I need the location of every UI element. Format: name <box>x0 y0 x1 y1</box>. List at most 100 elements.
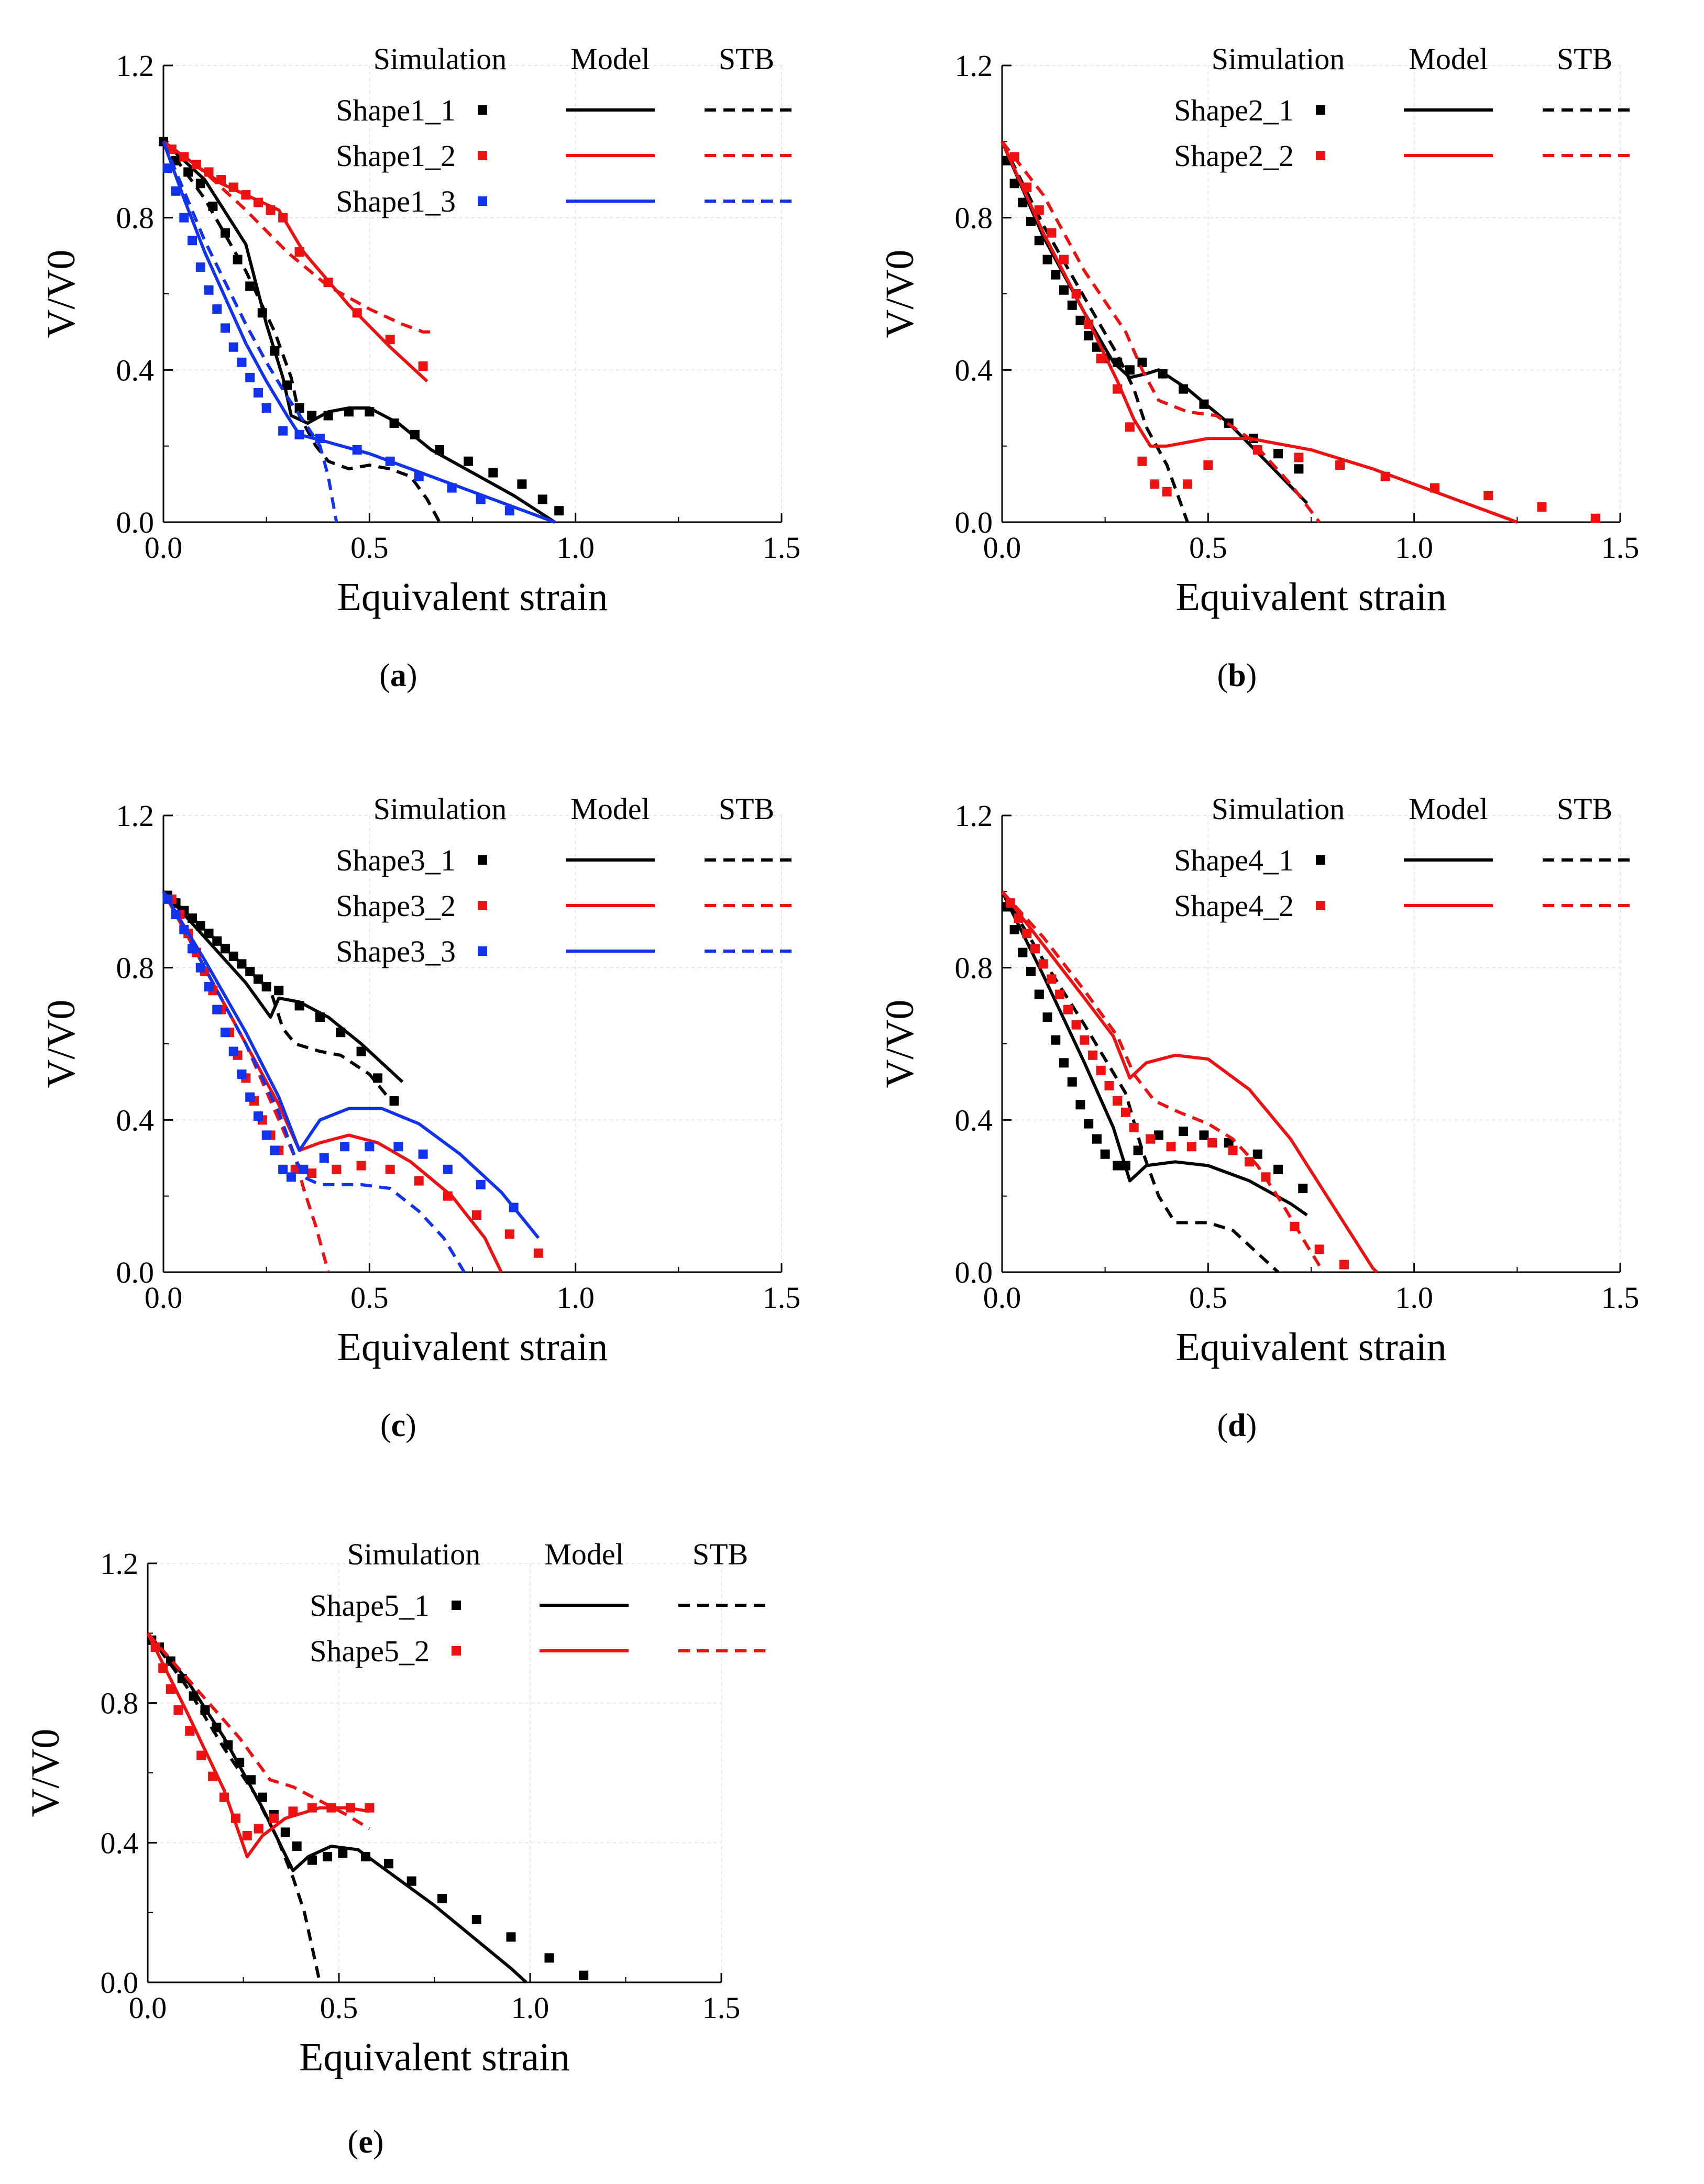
legend-series-label: Shape4_1 <box>1174 843 1294 877</box>
simulation-point-Shape4_2 <box>1207 1138 1217 1148</box>
simulation-point-Shape5_2 <box>242 1831 252 1840</box>
y-tick-label: 0.0 <box>116 505 155 539</box>
panel-label-letter: c <box>391 1408 406 1443</box>
y-axis-title: V/V0 <box>878 1000 922 1088</box>
simulation-point-Shape4_2 <box>1121 1107 1130 1117</box>
simulation-point-Shape3_3 <box>253 1111 263 1121</box>
legend-header: STB <box>1557 42 1612 76</box>
simulation-point-Shape5_1 <box>200 1705 210 1715</box>
y-axis-title: V/V0 <box>24 1729 68 1817</box>
simulation-point-Shape4_2 <box>1047 974 1057 984</box>
simulation-point-Shape2_1 <box>1067 300 1077 310</box>
x-tick-label: 1.0 <box>556 1281 595 1315</box>
simulation-point-Shape3_1 <box>373 1073 383 1083</box>
simulation-point-Shape3_3 <box>509 1203 519 1212</box>
simulation-point-Shape3_1 <box>356 1046 366 1056</box>
simulation-point-Shape2_2 <box>1096 354 1106 363</box>
simulation-point-Shape5_2 <box>158 1663 168 1673</box>
simulation-point-Shape2_2 <box>1430 483 1439 493</box>
simulation-point-Shape4_2 <box>1096 1065 1106 1075</box>
x-tick-label: 1.0 <box>556 531 595 565</box>
chart-panel-e: 0.0 0.5 1.0 1.5 0.0 0.4 0.8 1.2 Equivalent strai… <box>24 1537 767 2160</box>
y-tick-label: 0.4 <box>116 1103 155 1137</box>
simulation-point-Shape5_2 <box>166 1684 175 1694</box>
panel-label-letter: a <box>390 658 406 693</box>
simulation-point-Shape3_1 <box>261 982 271 991</box>
simulation-point-Shape1_3 <box>204 285 214 295</box>
simulation-point-Shape3_2 <box>443 1191 453 1201</box>
simulation-point-Shape5_1 <box>235 1758 245 1767</box>
simulation-point-Shape4_2 <box>1166 1142 1176 1152</box>
simulation-point-Shape3_3 <box>228 1046 238 1056</box>
y-tick-label: 0.0 <box>955 1255 993 1289</box>
simulation-point-Shape3_1 <box>188 913 197 923</box>
simulation-point-Shape1_1 <box>233 255 243 264</box>
simulation-point-Shape3_1 <box>195 921 205 931</box>
simulation-point-Shape3_1 <box>212 936 222 946</box>
y-tick-label: 0.0 <box>116 1255 155 1289</box>
simulation-point-Shape1_2 <box>294 247 304 257</box>
x-tick-label: 0.5 <box>1189 1281 1227 1315</box>
model-line-Shape3_3 <box>162 890 540 1239</box>
simulation-point-Shape1_3 <box>385 456 395 466</box>
simulation-point-Shape1_1 <box>183 167 193 177</box>
simulation-point-Shape2_2 <box>1071 289 1081 299</box>
simulation-point-Shape5_1 <box>506 1932 516 1942</box>
x-tick-label: 0.5 <box>350 531 389 565</box>
legend-simulation-marker <box>478 196 487 206</box>
simulation-point-Shape2_1 <box>1026 216 1036 226</box>
simulation-point-Shape1_2 <box>241 190 251 200</box>
simulation-point-Shape5_2 <box>219 1792 229 1802</box>
simulation-point-Shape3_2 <box>414 1176 424 1186</box>
legend-header: Simulation <box>347 1537 481 1571</box>
legend-header: Model <box>544 1537 623 1571</box>
x-tick-label: 0.5 <box>320 1991 358 2025</box>
simulation-point-Shape1_1 <box>488 468 498 478</box>
simulation-point-Shape4_1 <box>1018 947 1028 957</box>
simulation-point-Shape4_1 <box>1273 1164 1283 1174</box>
legend-series-label: Shape2_2 <box>1174 139 1294 173</box>
simulation-point-Shape3_2 <box>471 1210 481 1220</box>
simulation-point-Shape3_1 <box>389 1096 399 1106</box>
simulation-point-Shape3_1 <box>237 959 247 969</box>
simulation-point-Shape3_1 <box>253 974 263 984</box>
y-tick-label: 0.4 <box>116 353 155 387</box>
simulation-point-Shape5_1 <box>544 1953 554 1963</box>
simulation-point-Shape5_1 <box>361 1852 371 1861</box>
simulation-point-Shape2_1 <box>1034 236 1044 246</box>
simulation-point-Shape1_3 <box>171 186 181 196</box>
legend-series-label: Shape1_3 <box>336 184 456 218</box>
panel-label: (b) <box>1217 658 1257 693</box>
simulation-point-Shape3_2 <box>385 1164 395 1174</box>
simulation-point-Shape1_3 <box>188 236 197 246</box>
x-axis-title: Equivalent strain <box>299 2035 570 2079</box>
simulation-point-Shape3_2 <box>504 1229 514 1239</box>
simulation-point-Shape5_2 <box>326 1803 336 1813</box>
simulation-point-Shape4_1 <box>1153 1130 1163 1140</box>
simulation-point-Shape1_2 <box>167 144 177 154</box>
chart-panel-c: 0.0 0.5 1.0 1.5 0.0 0.4 0.8 1.2 Equivalent strai… <box>39 792 800 1443</box>
simulation-point-Shape1_1 <box>221 228 230 238</box>
panel-label: (d) <box>1217 1408 1257 1443</box>
legend-header: Model <box>1409 792 1488 826</box>
model-line-Shape5_1 <box>146 1632 527 1984</box>
simulation-point-Shape4_1 <box>1075 1100 1085 1110</box>
simulation-point-Shape4_1 <box>1252 1149 1262 1159</box>
x-tick-label: 1.5 <box>702 1991 741 2025</box>
simulation-point-Shape1_2 <box>253 197 263 207</box>
legend-series-label: Shape5_2 <box>310 1634 430 1668</box>
simulation-point-Shape1_3 <box>221 323 230 333</box>
simulation-point-Shape3_3 <box>212 1005 222 1014</box>
stb-line-Shape3_3 <box>162 890 466 1273</box>
simulation-point-Shape2_2 <box>1059 255 1069 264</box>
simulation-point-Shape5_1 <box>212 1723 222 1733</box>
simulation-point-Shape4_2 <box>1245 1157 1254 1167</box>
legend-header: Model <box>570 42 650 76</box>
legend-simulation-marker <box>478 946 487 956</box>
simulation-point-Shape5_1 <box>471 1915 481 1924</box>
simulation-point-Shape4_1 <box>1034 989 1044 999</box>
simulation-point-Shape1_3 <box>315 434 325 444</box>
simulation-point-Shape2_2 <box>1537 502 1547 512</box>
legend-series-label: Shape3_3 <box>336 934 456 968</box>
y-tick-label: 0.0 <box>955 505 993 539</box>
